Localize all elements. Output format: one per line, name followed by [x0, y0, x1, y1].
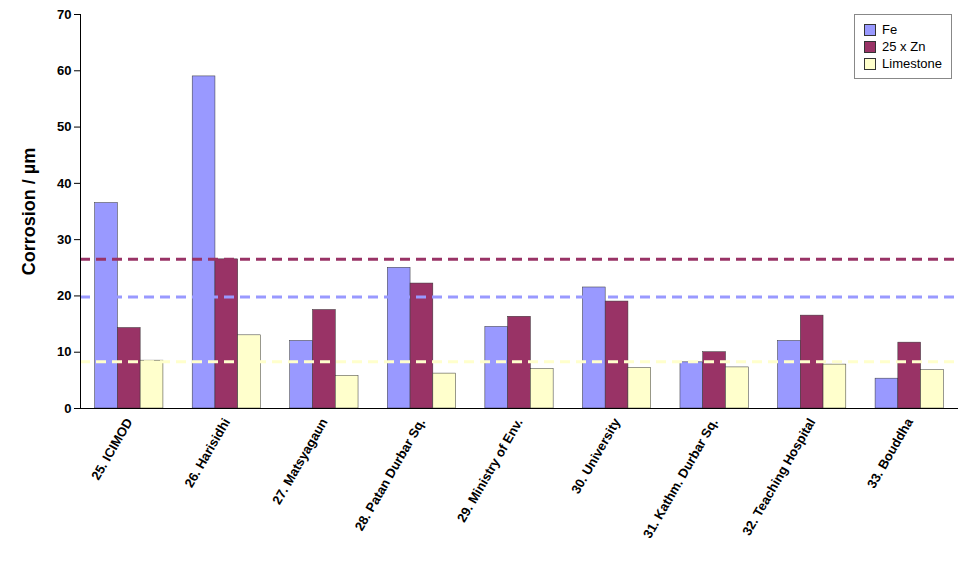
svg-text:Corrosion / µm: Corrosion / µm [19, 148, 39, 275]
svg-text:28. Patan Durbar Sq.: 28. Patan Durbar Sq. [352, 416, 429, 534]
svg-text:50: 50 [57, 119, 71, 134]
svg-text:31. Kathm. Durbar Sq.: 31. Kathm. Durbar Sq. [640, 416, 721, 541]
svg-text:10: 10 [57, 344, 71, 359]
html-text:25 x Zn: 25 x Zn [882, 39, 926, 54]
svg-text:29. Ministry of Env.: 29. Ministry of Env. [454, 416, 526, 525]
svg-text:27. Matsyagaun: 27. Matsyagaun [269, 416, 330, 507]
svg-text:25. ICIMOD: 25. ICIMOD [88, 416, 135, 483]
svg-text:20: 20 [57, 288, 71, 303]
svg-text:70: 70 [57, 7, 71, 22]
svg-text:30. University: 30. University [568, 415, 624, 496]
svg-text:30: 30 [57, 232, 71, 247]
svg-text:0: 0 [64, 401, 71, 416]
svg-text:60: 60 [57, 63, 71, 78]
svg-text:40: 40 [57, 176, 71, 191]
html-text:Limestone: Limestone [882, 56, 942, 71]
svg-text:33. Bouddha: 33. Bouddha [864, 415, 916, 491]
svg-text:32. Teaching Hospital: 32. Teaching Hospital [739, 416, 818, 538]
svg-text:26. Harisidhi: 26. Harisidhi [181, 416, 233, 490]
html-text:Fe: Fe [882, 22, 898, 37]
